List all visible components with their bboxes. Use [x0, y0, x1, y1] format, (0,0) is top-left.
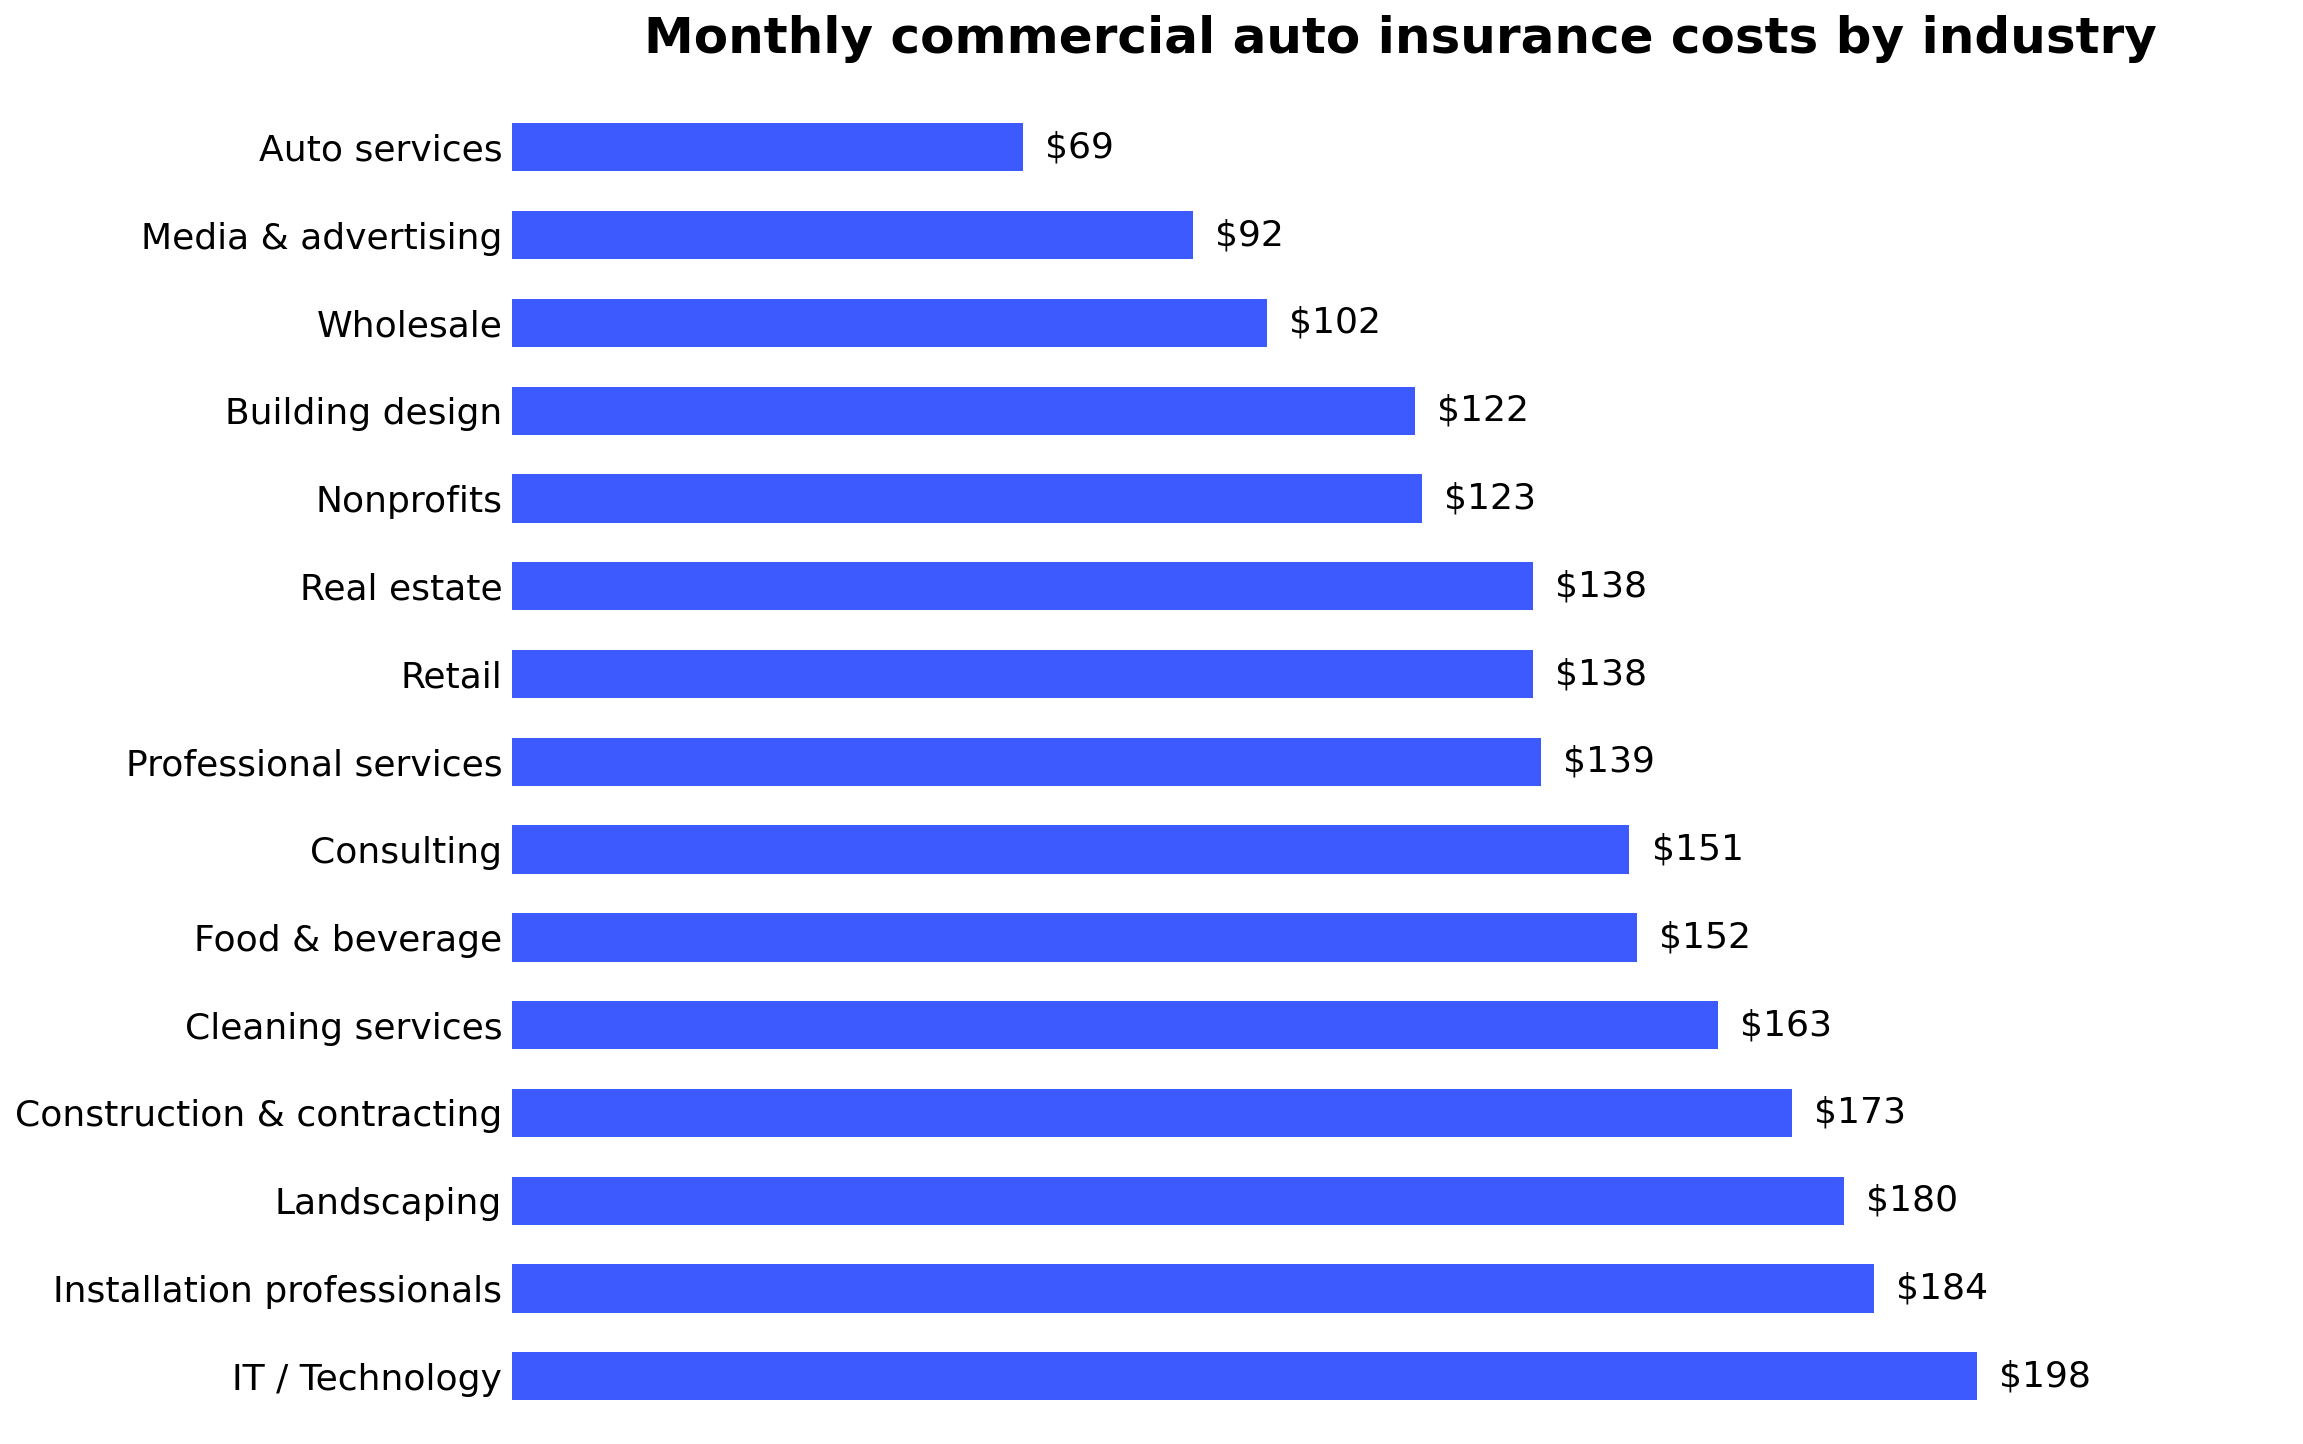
Bar [511, 387, 1414, 435]
Text: $180: $180 [1865, 1184, 1958, 1217]
Text: $138: $138 [1555, 569, 1647, 604]
Text: $69: $69 [1046, 130, 1115, 165]
Text: $92: $92 [1216, 218, 1283, 253]
Bar [511, 1089, 1792, 1136]
Text: $184: $184 [1895, 1272, 1987, 1305]
Bar [511, 1352, 1978, 1401]
Bar [511, 913, 1637, 962]
Text: $151: $151 [1651, 833, 1743, 866]
Bar [511, 1001, 1718, 1050]
Bar [511, 650, 1534, 699]
Text: $123: $123 [1444, 481, 1536, 516]
Text: $102: $102 [1290, 306, 1382, 339]
Title: Monthly commercial auto insurance costs by industry: Monthly commercial auto insurance costs … [643, 14, 2156, 64]
Text: $122: $122 [1437, 394, 1529, 427]
Bar [511, 826, 1631, 874]
Text: $139: $139 [1564, 745, 1654, 778]
Bar [511, 299, 1267, 347]
Text: $198: $198 [1999, 1359, 2091, 1393]
Bar [511, 123, 1023, 172]
Bar [511, 738, 1541, 786]
Bar [511, 562, 1534, 611]
Bar [511, 1177, 1845, 1225]
Text: $152: $152 [1658, 920, 1750, 954]
Text: $138: $138 [1555, 657, 1647, 692]
Text: $163: $163 [1741, 1008, 1833, 1043]
Bar [511, 211, 1193, 260]
Bar [511, 1265, 1875, 1313]
Text: $173: $173 [1815, 1096, 1907, 1131]
Bar [511, 474, 1423, 523]
